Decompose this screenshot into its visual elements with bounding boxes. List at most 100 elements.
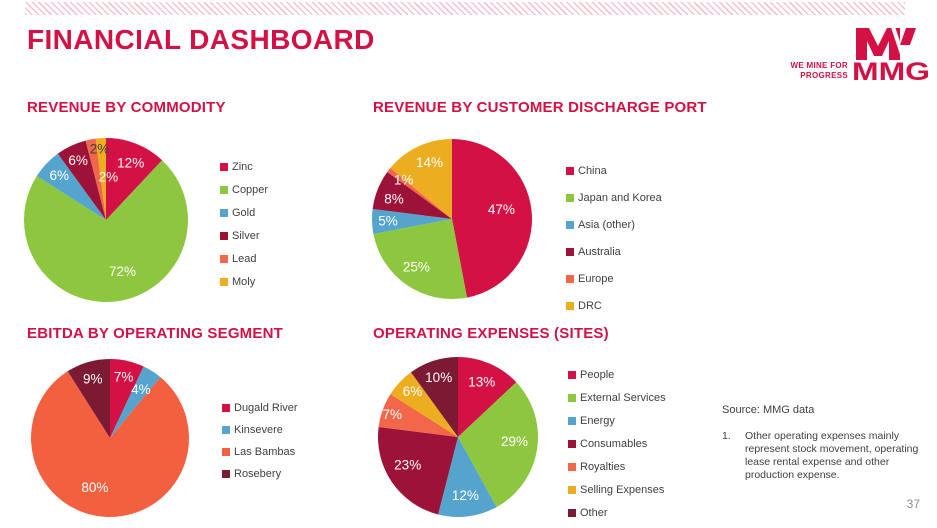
legend-swatch-icon (568, 439, 576, 448)
pie-slice-other (410, 357, 458, 437)
legend-swatch-icon (566, 247, 574, 256)
page-number: 37 (906, 497, 920, 511)
slice-label: 47% (488, 202, 515, 217)
legend-item: Europe (566, 271, 662, 286)
legend-item: Dugald River (222, 400, 298, 415)
pie-slice-dugald-river (110, 359, 144, 438)
logo-tagline-line2: PROGRESS (800, 70, 848, 80)
slice-label: 1% (394, 172, 414, 187)
slice-label: 4% (131, 382, 151, 397)
legend-swatch-icon (222, 403, 230, 412)
legend-label: Asia (other) (578, 218, 635, 231)
legend-item: Consumables (568, 436, 666, 451)
legend-label: Rosebery (234, 467, 282, 480)
pie-slice-consumables (377, 426, 458, 515)
pie-slice-moly (95, 138, 106, 220)
legend-swatch-icon (222, 425, 230, 434)
legend-label: Silver (232, 229, 260, 242)
chart-title: REVENUE BY COMMODITY (27, 99, 226, 116)
legend-label: Europe (578, 272, 614, 285)
slice-label: 23% (394, 457, 421, 472)
legend-label: Royalties (580, 460, 626, 473)
slice-label: 8% (384, 192, 404, 207)
legend-swatch-icon (568, 393, 576, 402)
slice-label: 7% (383, 407, 403, 422)
pie-slice-copper (24, 160, 189, 303)
logo-tagline: WE MINE FOR PROGRESS (766, 61, 848, 80)
slice-label: 10% (425, 370, 452, 385)
legend-label: Selling Expenses (580, 483, 665, 496)
legend-swatch-icon (568, 508, 576, 517)
legend-label: Zinc (232, 160, 253, 173)
legend-swatch-icon (566, 274, 574, 283)
legend-item: Gold (220, 205, 268, 220)
legend-item: Rosebery (222, 466, 298, 481)
legend-label: Lead (232, 252, 257, 265)
legend-swatch-icon (566, 166, 574, 175)
legend-item: People (568, 367, 666, 382)
slice-label: 12% (117, 156, 144, 171)
page-title: FINANCIAL DASHBOARD (27, 24, 375, 55)
slice-label: 2% (99, 170, 119, 185)
source-note: Source: MMG data (722, 404, 815, 416)
footnote-text: Other operating expenses mainly represen… (745, 430, 919, 481)
slice-label: 7% (114, 370, 134, 385)
legend-item: China (566, 163, 662, 178)
legend-label: China (578, 164, 607, 177)
pie-slice-people (458, 357, 517, 437)
legend-label: Moly (232, 275, 256, 288)
pie-slice-kinsevere (110, 366, 161, 438)
pie-slice-energy (438, 437, 497, 518)
pie-slice-silver (57, 140, 106, 220)
mmg-m-mark-icon (856, 26, 916, 67)
legend-item: Australia (566, 244, 662, 259)
pie-chart: 7%4% 80% 9% (31, 359, 190, 518)
pie-slice-zinc (106, 138, 163, 220)
pie-slice-drc (390, 139, 452, 219)
mmg-wordmark: MMG (852, 58, 930, 84)
pie-slice-europe (387, 168, 452, 219)
legend-label: People (580, 368, 615, 381)
legend-item: External Services (568, 390, 666, 405)
slice-label: 12% (452, 488, 479, 503)
footnote-number: 1. (722, 430, 731, 442)
legend-item: DRC (566, 298, 662, 313)
footnote: 1. Other operating expenses mainly repre… (722, 430, 922, 482)
pie-slice-royalties (378, 394, 458, 437)
legend-swatch-icon (222, 469, 230, 478)
legend-label: Las Bambas (234, 445, 296, 458)
pie-slice-external-services (458, 382, 538, 508)
legend-item: Japan and Korea (566, 190, 662, 205)
pie-chart: 47% 25% 5% 8% 1%14% (372, 139, 532, 299)
chart-title: REVENUE BY CUSTOMER DISCHARGE PORT (373, 99, 707, 116)
legend-label: Australia (578, 245, 621, 258)
legend-swatch-icon (566, 220, 574, 229)
pie-chart: 13% 29% 12% 23% 7%6%10% (377, 357, 538, 518)
slice-label: 13% (468, 374, 495, 389)
legend-label: Consumables (580, 437, 648, 450)
pie-slice-lead (85, 138, 106, 220)
legend-item: Energy (568, 413, 666, 428)
chart-title: OPERATING EXPENSES (SITES) (373, 325, 609, 342)
legend-item: Las Bambas (222, 444, 298, 459)
legend-label: Kinsevere (234, 423, 283, 436)
legend-item: Kinsevere (222, 422, 298, 437)
legend-swatch-icon (220, 254, 228, 263)
legend: People External Services Energy Consumables… (568, 367, 666, 520)
legend-swatch-icon (568, 485, 576, 494)
legend-item: Other (568, 505, 666, 520)
legend-swatch-icon (566, 301, 574, 310)
slice-label: 6% (49, 168, 69, 183)
legend-item: Asia (other) (566, 217, 662, 232)
legend-swatch-icon (568, 370, 576, 379)
slice-label: 6% (403, 384, 423, 399)
legend-swatch-icon (568, 462, 576, 471)
legend-label: Copper (232, 183, 269, 196)
pie-slice-asia-other- (372, 208, 452, 234)
header-stripe-pattern (25, 2, 905, 15)
legend-label: Other (580, 506, 608, 519)
pie-chart: 12%72%6%6%2%2% (24, 138, 189, 303)
legend-swatch-icon (566, 193, 574, 202)
legend-label: External Services (580, 391, 666, 404)
chart-title: EBITDA BY OPERATING SEGMENT (27, 325, 283, 342)
